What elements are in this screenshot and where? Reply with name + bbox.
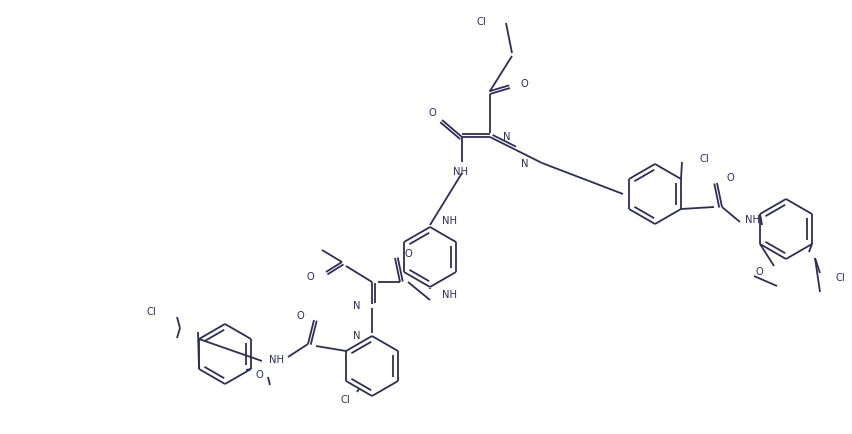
Text: NH: NH xyxy=(268,354,284,364)
Text: N: N xyxy=(504,132,510,142)
Text: NH: NH xyxy=(452,167,468,177)
Text: O: O xyxy=(520,79,528,89)
Text: Cl: Cl xyxy=(340,394,350,404)
Text: Cl: Cl xyxy=(835,273,845,283)
Text: O: O xyxy=(306,271,314,281)
Text: Cl: Cl xyxy=(699,154,709,164)
Text: N: N xyxy=(353,330,360,340)
Text: O: O xyxy=(428,108,436,118)
Text: O: O xyxy=(404,248,412,258)
Text: O: O xyxy=(755,266,763,276)
Text: Cl: Cl xyxy=(147,306,156,316)
Text: N: N xyxy=(353,300,360,310)
Text: O: O xyxy=(726,173,734,183)
Text: NH: NH xyxy=(442,289,457,299)
Text: O: O xyxy=(296,310,304,320)
Text: N: N xyxy=(521,159,529,169)
Text: NH: NH xyxy=(745,214,759,224)
Text: O: O xyxy=(255,369,263,379)
Text: NH: NH xyxy=(442,216,457,226)
Text: Cl: Cl xyxy=(476,17,486,27)
